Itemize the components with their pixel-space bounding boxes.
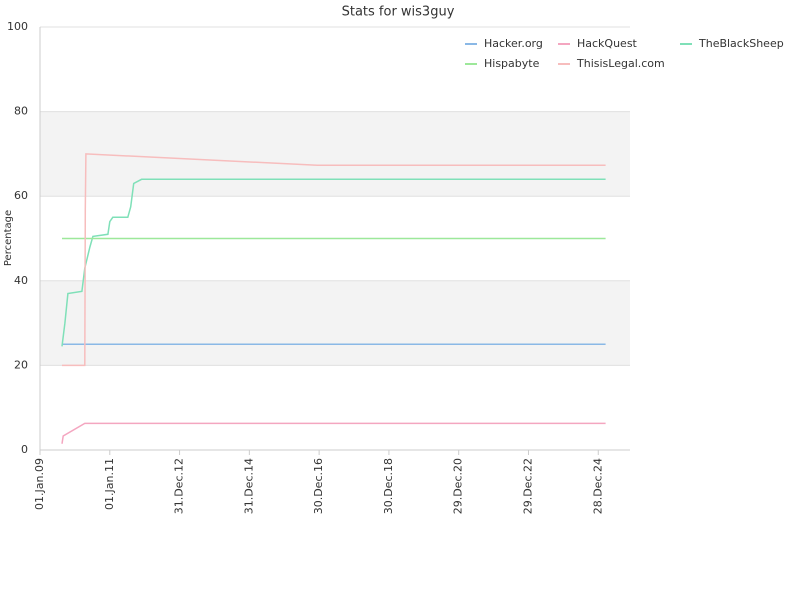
series-line [61, 422, 606, 444]
plot-band [40, 111, 630, 197]
legend-label: Hacker.org [484, 37, 543, 50]
y-tick-label: 60 [14, 189, 28, 202]
x-tick-label: 29.Dec.22 [521, 458, 534, 514]
x-tick-label: 30.Dec.18 [382, 458, 395, 514]
x-tick-label: 01.Jan.09 [33, 458, 46, 510]
y-tick-label: 0 [21, 443, 28, 456]
series-line [62, 153, 606, 367]
y-axis-label: Percentage [3, 210, 14, 266]
y-tick-label: 80 [14, 105, 28, 118]
x-tick-label: 30.Dec.16 [312, 458, 325, 514]
x-tick-label: 01.Jan.11 [103, 458, 116, 510]
y-tick-label: 100 [7, 20, 28, 33]
legend-label: TheBlackSheep [698, 37, 784, 50]
x-tick-label: 28.Dec.24 [591, 458, 604, 514]
y-tick-label: 20 [14, 358, 28, 371]
series-line [61, 178, 606, 347]
legend-label: Hispabyte [484, 57, 540, 70]
x-tick-label: 31.Dec.14 [242, 458, 255, 514]
plot-band [40, 280, 630, 366]
x-tick-label: 31.Dec.12 [173, 458, 186, 514]
y-tick-label: 40 [14, 274, 28, 287]
legend-label: HackQuest [577, 37, 638, 50]
x-tick-label: 29.Dec.20 [452, 458, 465, 514]
legend-label: ThisisLegal.com [576, 57, 665, 70]
chart-title: Stats for wis3guy [342, 5, 455, 20]
